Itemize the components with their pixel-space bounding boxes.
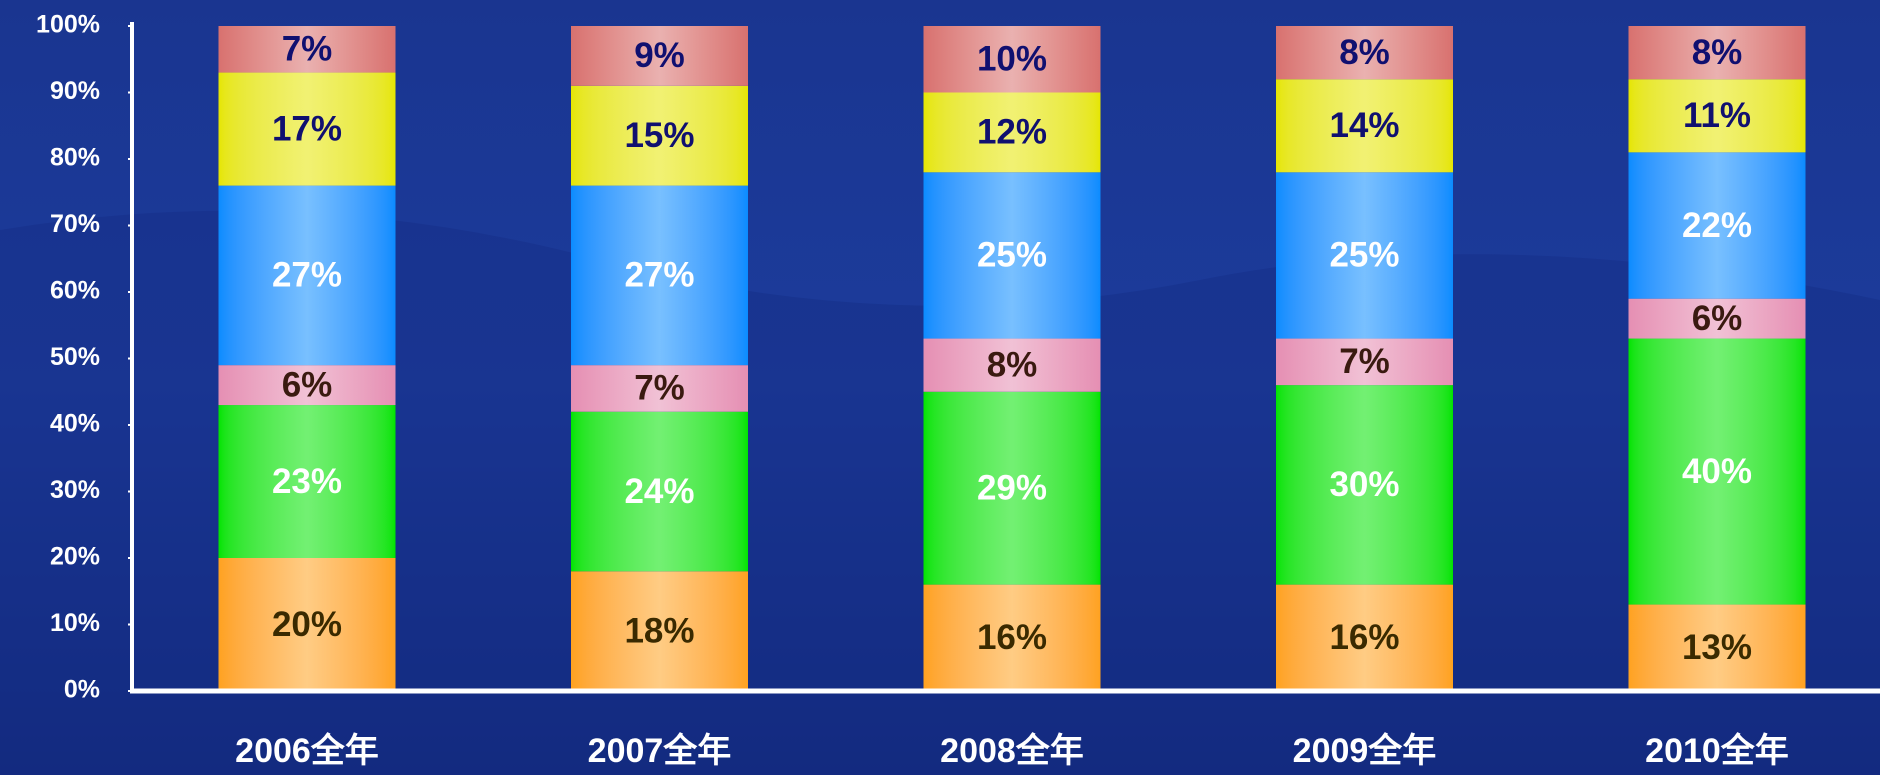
x-tick-label: 2009全年 — [1293, 731, 1437, 770]
data-label: 16% — [1329, 618, 1399, 657]
bar-segment — [571, 185, 748, 366]
y-tick-label: 100% — [36, 11, 100, 39]
x-tick-label: 2010全年 — [1645, 731, 1789, 770]
bar-segment — [1276, 385, 1453, 585]
data-label: 23% — [272, 462, 342, 501]
data-label: 25% — [977, 236, 1047, 275]
data-label: 29% — [977, 468, 1047, 507]
bar-segment — [923, 584, 1101, 691]
data-label: 7% — [282, 30, 333, 69]
data-label: 40% — [1682, 452, 1752, 491]
bar-segment — [923, 92, 1101, 173]
bar-segment — [1276, 26, 1453, 80]
data-label: 16% — [977, 618, 1047, 657]
bar-segment — [571, 26, 748, 86]
x-tick-label: 2007全年 — [588, 731, 732, 770]
data-label: 30% — [1329, 465, 1399, 504]
data-label: 12% — [977, 113, 1047, 152]
data-label: 11% — [1683, 96, 1751, 135]
y-tick-label: 40% — [50, 410, 100, 438]
data-label: 9% — [634, 36, 685, 75]
data-label: 7% — [634, 369, 685, 408]
data-label: 25% — [1329, 236, 1399, 275]
data-label: 27% — [624, 256, 694, 295]
bar-segment — [571, 365, 748, 412]
data-label: 6% — [282, 365, 333, 404]
data-label: 7% — [1339, 342, 1390, 381]
bar-segment — [571, 85, 748, 186]
y-tick-label: 10% — [50, 609, 100, 637]
y-tick-label: 20% — [50, 543, 100, 571]
data-label: 8% — [987, 345, 1038, 384]
data-label: 18% — [624, 611, 694, 650]
bar-segment — [1628, 298, 1806, 339]
bar-segment — [571, 411, 748, 572]
x-tick-label: 2006全年 — [235, 731, 379, 770]
data-label: 22% — [1682, 206, 1752, 245]
bar-segment — [1276, 584, 1453, 691]
data-label: 13% — [1682, 628, 1752, 667]
bar-segment — [218, 72, 396, 186]
data-label: 17% — [272, 109, 342, 148]
data-label: 24% — [624, 472, 694, 511]
bar-segment — [923, 338, 1101, 392]
data-label: 6% — [1692, 299, 1743, 338]
bar-segment — [923, 172, 1101, 339]
data-label: 15% — [624, 116, 694, 155]
bar-segment — [571, 571, 748, 691]
data-label: 10% — [977, 40, 1047, 79]
bar-segment — [218, 558, 396, 691]
bar-segment — [1628, 152, 1806, 299]
y-tick-label: 80% — [50, 144, 100, 172]
y-tick-label: 50% — [50, 343, 100, 371]
y-tick-label: 0% — [64, 676, 100, 704]
data-label: 8% — [1692, 33, 1743, 72]
y-tick-label: 30% — [50, 476, 100, 504]
data-label: 20% — [272, 605, 342, 644]
bar-segment — [218, 405, 396, 558]
data-label: 14% — [1329, 106, 1399, 145]
data-label: 27% — [272, 256, 342, 295]
bar-segment — [1628, 338, 1806, 605]
bar-segment — [923, 391, 1101, 585]
bar-segment — [1276, 79, 1453, 173]
bar-segment — [1628, 26, 1806, 80]
x-tick-label: 2008全年 — [940, 731, 1084, 770]
bar-segment — [923, 26, 1101, 93]
y-tick-label: 70% — [50, 210, 100, 238]
bar-segment — [1276, 172, 1453, 339]
y-tick-label: 60% — [50, 277, 100, 305]
y-tick-label: 90% — [50, 77, 100, 105]
bar-segment — [1628, 604, 1806, 691]
bar-segment — [218, 365, 396, 406]
bar-segment — [1276, 338, 1453, 386]
bar-segment — [1628, 79, 1806, 153]
data-label: 8% — [1339, 33, 1390, 72]
bar-segment — [218, 185, 396, 366]
bar-segment — [218, 26, 396, 73]
